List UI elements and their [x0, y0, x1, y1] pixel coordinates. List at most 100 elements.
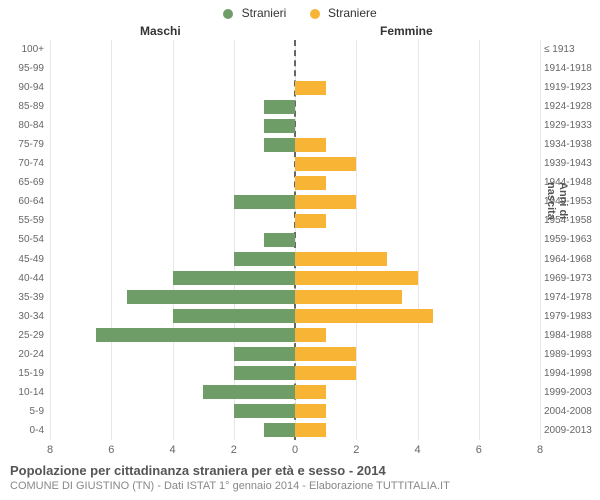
age-row: 70-741939-1943: [50, 154, 540, 173]
birth-year-label: 1929-1933: [544, 116, 599, 135]
bar-female: [295, 347, 356, 361]
age-label: 70-74: [2, 154, 44, 173]
population-pyramid-chart: Stranieri Straniere Maschi Femmine 100+≤…: [0, 0, 600, 500]
chart-title: Popolazione per cittadinanza straniera p…: [10, 463, 590, 478]
bar-male: [264, 423, 295, 437]
x-tick-label: 4: [408, 444, 428, 456]
age-row: 60-641949-1953: [50, 192, 540, 211]
x-tick-label: 6: [469, 444, 489, 456]
age-row: 20-241989-1993: [50, 345, 540, 364]
age-label: 75-79: [2, 135, 44, 154]
age-label: 10-14: [2, 383, 44, 402]
bar-female: [295, 252, 387, 266]
birth-year-label: 1959-1963: [544, 230, 599, 249]
bar-female: [295, 271, 418, 285]
age-row: 80-841929-1933: [50, 116, 540, 135]
column-header-female: Femmine: [380, 24, 433, 38]
birth-year-label: 1984-1988: [544, 326, 599, 345]
age-row: 40-441969-1973: [50, 269, 540, 288]
age-label: 0-4: [2, 421, 44, 440]
age-label: 55-59: [2, 211, 44, 230]
age-label: 90-94: [2, 78, 44, 97]
age-label: 50-54: [2, 230, 44, 249]
x-tick-label: 6: [101, 444, 121, 456]
x-tick-label: 8: [530, 444, 550, 456]
age-label: 85-89: [2, 97, 44, 116]
age-row: 45-491964-1968: [50, 250, 540, 269]
x-tick-label: 4: [163, 444, 183, 456]
age-label: 5-9: [2, 402, 44, 421]
age-row: 95-991914-1918: [50, 59, 540, 78]
birth-year-label: 1934-1938: [544, 135, 599, 154]
bar-male: [203, 385, 295, 399]
x-tick-label: 0: [285, 444, 305, 456]
bar-female: [295, 385, 326, 399]
bar-male: [127, 290, 295, 304]
legend: Stranieri Straniere: [0, 6, 600, 20]
legend-item-straniere: Straniere: [310, 6, 377, 20]
birth-year-label: 1989-1993: [544, 345, 599, 364]
birth-year-label: 1939-1943: [544, 154, 599, 173]
legend-label: Stranieri: [242, 6, 287, 20]
x-tick-label: 8: [40, 444, 60, 456]
age-label: 65-69: [2, 173, 44, 192]
age-row: 50-541959-1963: [50, 230, 540, 249]
age-row: 90-941919-1923: [50, 78, 540, 97]
bar-female: [295, 81, 326, 95]
bar-male: [173, 271, 296, 285]
age-label: 25-29: [2, 326, 44, 345]
bar-female: [295, 423, 326, 437]
age-label: 45-49: [2, 250, 44, 269]
birth-year-label: 2004-2008: [544, 402, 599, 421]
birth-year-label: 1994-1998: [544, 364, 599, 383]
bar-male: [264, 100, 295, 114]
birth-year-label: 1924-1928: [544, 97, 599, 116]
age-label: 95-99: [2, 59, 44, 78]
age-row: 5-92004-2008: [50, 402, 540, 421]
age-label: 35-39: [2, 288, 44, 307]
bar-male: [264, 233, 295, 247]
chart-footer: Popolazione per cittadinanza straniera p…: [10, 463, 590, 492]
birth-year-label: ≤ 1913: [544, 40, 599, 59]
birth-year-label: 1919-1923: [544, 78, 599, 97]
bar-female: [295, 366, 356, 380]
age-row: 30-341979-1983: [50, 307, 540, 326]
bar-male: [264, 119, 295, 133]
birth-year-label: 1999-2003: [544, 383, 599, 402]
birth-year-label: 1964-1968: [544, 250, 599, 269]
age-row: 100+≤ 1913: [50, 40, 540, 59]
chart-subtitle: COMUNE DI GIUSTINO (TN) - Dati ISTAT 1° …: [10, 480, 590, 492]
legend-swatch-male: [223, 9, 233, 19]
age-row: 65-691944-1948: [50, 173, 540, 192]
bar-female: [295, 328, 326, 342]
birth-year-label: 1974-1978: [544, 288, 599, 307]
age-row: 10-141999-2003: [50, 383, 540, 402]
bar-male: [234, 347, 295, 361]
age-label: 20-24: [2, 345, 44, 364]
bar-male: [234, 252, 295, 266]
birth-year-label: 1979-1983: [544, 307, 599, 326]
bar-female: [295, 138, 326, 152]
legend-item-stranieri: Stranieri: [223, 6, 286, 20]
birth-year-label: 1969-1973: [544, 269, 599, 288]
x-tick-label: 2: [346, 444, 366, 456]
bar-male: [96, 328, 295, 342]
gridline: [540, 40, 541, 440]
column-header-male: Maschi: [140, 24, 181, 38]
bar-female: [295, 176, 326, 190]
bar-male: [234, 195, 295, 209]
age-row: 0-42009-2013: [50, 421, 540, 440]
bar-female: [295, 290, 402, 304]
age-label: 60-64: [2, 192, 44, 211]
bar-male: [234, 366, 295, 380]
bar-female: [295, 309, 433, 323]
age-label: 100+: [2, 40, 44, 59]
birth-year-label: 1914-1918: [544, 59, 599, 78]
age-label: 15-19: [2, 364, 44, 383]
age-row: 85-891924-1928: [50, 97, 540, 116]
bar-male: [173, 309, 296, 323]
age-row: 25-291984-1988: [50, 326, 540, 345]
age-row: 55-591954-1958: [50, 211, 540, 230]
age-label: 80-84: [2, 116, 44, 135]
age-label: 40-44: [2, 269, 44, 288]
